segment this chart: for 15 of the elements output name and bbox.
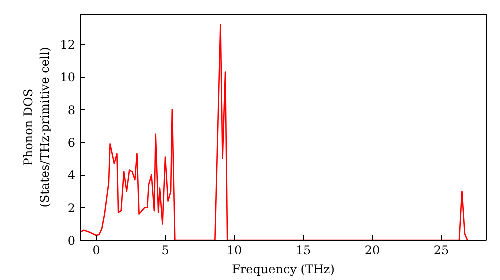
x-tick-label: 5 <box>162 244 170 258</box>
y-tick-label: 8 <box>68 103 76 118</box>
y-tick-label: 6 <box>68 136 76 150</box>
y-tick-label: 0 <box>68 234 76 248</box>
y-tick-label: 10 <box>60 70 76 85</box>
x-axis-title: Frequency (THz) <box>232 262 335 276</box>
y-tick-label: 4 <box>68 168 76 183</box>
y-axis-title: Phonon DOS (States/THz·primitive cell) <box>21 47 52 208</box>
x-tick-label: 20 <box>364 244 380 258</box>
x-tick-label: 25 <box>434 244 450 258</box>
x-tick-label: 0 <box>92 244 100 258</box>
y-tick-label: 12 <box>60 38 76 52</box>
y-tick-label: 2 <box>68 201 76 216</box>
x-tick-label: 10 <box>226 244 242 258</box>
x-tick-label: 15 <box>296 244 312 258</box>
